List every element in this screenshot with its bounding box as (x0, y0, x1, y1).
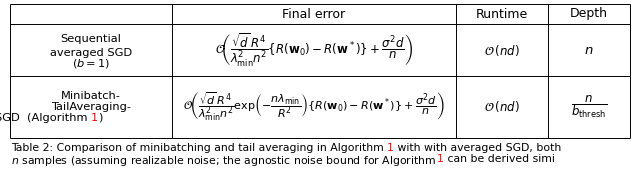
Text: with with averaged SGD, both: with with averaged SGD, both (394, 143, 561, 153)
Text: SGD  (Algorithm: SGD (Algorithm (0, 113, 91, 123)
Text: $\dfrac{n}{b_{\mathrm{thresh}}}$: $\dfrac{n}{b_{\mathrm{thresh}}}$ (571, 94, 607, 120)
Text: Table 2: Comparison of minibatching and tail averaging in Algorithm: Table 2: Comparison of minibatching and … (11, 143, 387, 153)
Text: 1: 1 (387, 143, 394, 153)
Text: TailAveraging-: TailAveraging- (51, 102, 131, 112)
Text: Final error: Final error (282, 8, 346, 20)
Text: $n$: $n$ (584, 44, 594, 57)
Text: 1: 1 (91, 113, 99, 123)
Text: can be derived simi: can be derived simi (444, 154, 555, 164)
Text: $\mathcal{O}\!\left(\dfrac{\sqrt{d}\,R^4}{\lambda_{\mathrm{min}}^2 n^2}\{R(\math: $\mathcal{O}\!\left(\dfrac{\sqrt{d}\,R^4… (215, 31, 413, 69)
Text: Sequential
averaged SGD: Sequential averaged SGD (50, 34, 132, 58)
Text: Minibatch-: Minibatch- (61, 91, 121, 101)
Text: ): ) (99, 113, 102, 123)
Text: $\mathcal{O}\,(nd)$: $\mathcal{O}\,(nd)$ (484, 42, 520, 57)
Text: $(b=1)$: $(b=1)$ (72, 57, 110, 70)
Text: Runtime: Runtime (476, 8, 528, 20)
Text: $\mathcal{O}\,(nd)$: $\mathcal{O}\,(nd)$ (484, 100, 520, 115)
Text: $\mathcal{O}\!\left(\dfrac{\sqrt{d}\,R^4}{\lambda_{\mathrm{min}}^2 n^2}\exp\!\le: $\mathcal{O}\!\left(\dfrac{\sqrt{d}\,R^4… (183, 91, 445, 124)
Text: 1: 1 (437, 154, 444, 164)
Text: Depth: Depth (570, 8, 608, 20)
Text: $n$ samples (assuming realizable noise; the agnostic noise bound for Algorithm: $n$ samples (assuming realizable noise; … (11, 154, 437, 168)
